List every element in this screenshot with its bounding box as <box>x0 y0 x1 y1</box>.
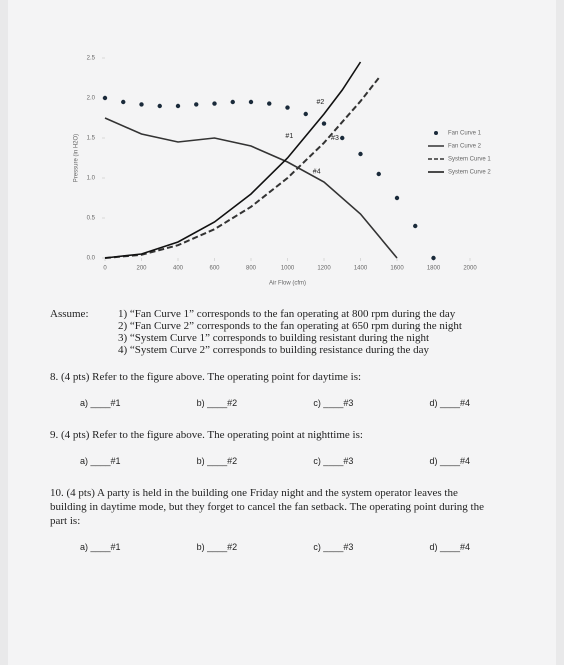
x-tick-label: 1400 <box>354 266 368 272</box>
assumption-list: 1) “Fan Curve 1” corresponds to the fan … <box>118 308 462 356</box>
annotation: #1 <box>285 133 293 140</box>
y-tick-label: 1.0 <box>87 176 96 182</box>
option: b) ____#2 <box>196 456 238 466</box>
options: a) ____#1 b) ____#2 c) ____#3 d) ____#4 <box>80 398 470 408</box>
assumption: 1) “Fan Curve 1” corresponds to the fan … <box>118 308 456 320</box>
data-point <box>303 111 308 117</box>
x-tick-label: 800 <box>246 266 257 272</box>
assumption: 3) “System Curve 1” corresponds to build… <box>118 332 430 344</box>
x-tick-label: 400 <box>173 266 184 272</box>
assumptions: Assume: 1) “Fan Curve 1” corresponds to … <box>50 308 490 356</box>
data-point <box>175 103 181 109</box>
legend-label: Fan Curve 2 <box>448 144 482 150</box>
x-tick-label: 0 <box>103 266 107 272</box>
data-point <box>358 151 363 157</box>
annotation: #2 <box>316 99 324 106</box>
data-point <box>248 99 254 105</box>
option: c) ____#3 <box>313 398 354 408</box>
annotation: #3 <box>331 135 339 142</box>
option: b) ____#2 <box>196 398 238 408</box>
y-tick-label: 0.0 <box>87 256 96 262</box>
data-point <box>212 101 217 106</box>
legend-marker <box>434 131 438 135</box>
y-tick-label: 1.5 <box>87 136 96 142</box>
legend-label: System Curve 1 <box>448 157 491 163</box>
chart: 0.0 0.5 1.0 1.5 2.0 2.5 0 200 400 600 800 1000 1200 1… <box>74 56 492 287</box>
x-tick-label: 1000 <box>281 266 295 272</box>
y-tick-label: 2.0 <box>87 96 96 102</box>
legend-label: System Curve 2 <box>448 170 491 176</box>
option: a) ____#1 <box>80 398 121 408</box>
data-point <box>194 102 199 107</box>
y-tick-label: 0.5 <box>87 216 96 222</box>
x-tick-label: 200 <box>136 266 147 272</box>
question: 9. (4 pts) Refer to the figure above. Th… <box>50 429 363 441</box>
y-tick-label: 2.5 <box>87 56 96 62</box>
data-point <box>321 121 327 126</box>
option: d) ____#4 <box>429 398 470 408</box>
question: 8. (4 pts) Refer to the figure above. Th… <box>50 371 362 383</box>
paper: 0.0 0.5 1.0 1.5 2.0 2.5 0 200 400 600 800 1000 1200 1… <box>8 0 556 665</box>
data-point <box>340 135 345 141</box>
data-point <box>157 103 162 109</box>
x-axis-label: Air Flow (cfm) <box>269 281 306 287</box>
option: a) ____#1 <box>80 542 121 552</box>
x-tick-label: 2000 <box>463 266 477 272</box>
assume-label: Assume: <box>50 308 89 320</box>
option: d) ____#4 <box>429 456 470 466</box>
question: 10. (4 pts) A party is held in the build… <box>50 487 484 527</box>
assumption: 2) “Fan Curve 2” corresponds to the fan … <box>118 320 462 332</box>
data-point <box>431 255 436 261</box>
data-point <box>267 101 272 106</box>
series-line <box>104 61 362 259</box>
option: d) ____#4 <box>429 542 470 552</box>
x-tick-label: 1600 <box>390 266 404 272</box>
legend-label: Fan Curve 1 <box>448 131 482 137</box>
series-line <box>104 77 380 259</box>
y-axis-label: Pressure (in H2O) <box>74 134 80 182</box>
annotation: #4 <box>313 168 321 175</box>
data-point <box>413 223 418 229</box>
assumption: 4) “System Curve 2” corresponds to build… <box>118 344 429 356</box>
option: c) ____#3 <box>313 456 354 466</box>
option: b) ____#2 <box>196 542 238 552</box>
options: a) ____#1 b) ____#2 c) ____#3 d) ____#4 <box>80 456 470 466</box>
data-point <box>376 171 381 177</box>
options: a) ____#1 b) ____#2 c) ____#3 d) ____#4 <box>80 542 470 552</box>
x-tick-label: 600 <box>209 266 220 272</box>
option: a) ____#1 <box>80 456 121 466</box>
data-point <box>394 195 400 201</box>
option: c) ____#3 <box>313 542 354 552</box>
questions: 8. (4 pts) Refer to the figure above. Th… <box>50 370 490 552</box>
data-point <box>121 99 126 105</box>
data-point <box>230 99 235 105</box>
data-point <box>102 95 108 101</box>
x-tick-label: 1200 <box>317 266 331 272</box>
document: Assume: 1) “Fan Curve 1” corresponds to … <box>50 308 490 572</box>
data-point <box>285 105 290 110</box>
data-point <box>139 102 144 107</box>
x-tick-label: 1800 <box>427 266 441 272</box>
series-line <box>104 117 398 259</box>
